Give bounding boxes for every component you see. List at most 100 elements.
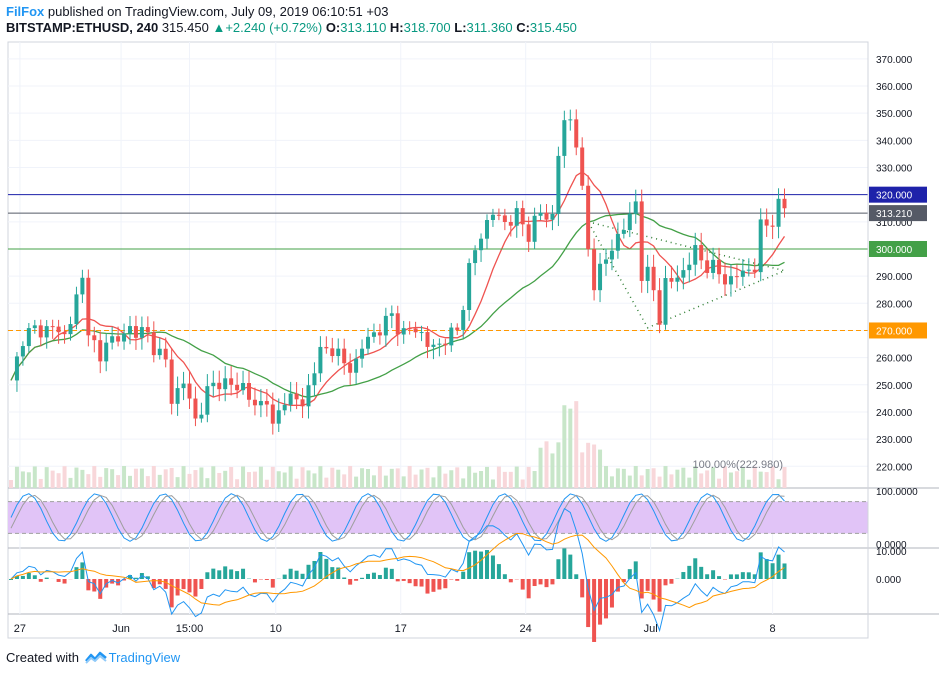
price-change: +2.240 (+0.72%) [225, 20, 323, 35]
volume-bar [675, 469, 680, 488]
candle-body [407, 328, 412, 330]
candle-body [717, 259, 722, 275]
candle-body [562, 120, 567, 156]
ma-fast-line [10, 171, 786, 407]
candle-body [544, 212, 549, 220]
footer: Created with TradingView [6, 650, 180, 665]
volume-bar [574, 401, 579, 488]
price-tick-label: 220.000 [876, 462, 913, 473]
candle-body [50, 326, 55, 328]
volume-bar [621, 468, 626, 488]
candle-body [621, 230, 626, 234]
volume-bar [199, 467, 204, 488]
volume-bar [294, 478, 299, 488]
support-green-tag-label: 300.000 [876, 245, 913, 256]
time-axis[interactable]: 27 Jun 15:00 10 17 24 Jul 8 [14, 623, 776, 635]
macd-hist-bar [740, 572, 745, 579]
interval[interactable]: 240 [136, 20, 159, 35]
resistance-tag [869, 186, 927, 203]
macd-hist-bar [490, 555, 495, 579]
volume-bar [383, 475, 388, 488]
macd-hist-bar [782, 563, 787, 579]
volume-bar [116, 475, 121, 488]
volume-bar [401, 476, 406, 488]
candle-body [479, 238, 484, 251]
macd-hist-bar [324, 558, 329, 579]
candle-body [175, 388, 180, 404]
volume-bar [211, 466, 216, 488]
macd-hist-bar [574, 574, 579, 579]
price-axis[interactable]: 370.000 360.000 350.000 340.000 330.000 320.0… [867, 42, 927, 638]
candle-body [288, 393, 293, 405]
volume-bar [181, 466, 186, 488]
volume-bar [187, 473, 192, 488]
support-orange-tag [869, 322, 927, 339]
volume-bar [223, 470, 228, 488]
candle-body [639, 201, 644, 281]
macd-hist-bar [80, 562, 85, 579]
candle-body [14, 356, 19, 381]
macd-hist-bar [419, 579, 424, 587]
volume-bar [377, 466, 382, 488]
macd-hist-bar [252, 579, 257, 583]
candle-body [306, 385, 311, 407]
support-orange-tag-label: 270.000 [876, 326, 913, 337]
candle-body [752, 269, 757, 273]
candle-body [711, 259, 716, 273]
volume-bar [479, 471, 484, 488]
candle-body [627, 213, 632, 231]
candle-body [229, 378, 234, 385]
candle-body [300, 399, 305, 407]
tradingview-brand[interactable]: TradingView [108, 650, 181, 665]
macd-hist-bar [485, 550, 489, 579]
candle-body [419, 332, 424, 334]
macd-hist-bar [360, 577, 365, 579]
macd-hist-bar [544, 579, 549, 588]
macd-hist-bar [401, 579, 406, 581]
macd-hist-bar [508, 579, 513, 583]
volume-bar [282, 472, 287, 488]
candle-body [532, 215, 537, 242]
volume-bar [443, 473, 448, 488]
candle-body [258, 401, 263, 406]
candle-body [609, 250, 614, 260]
macd-hist-bar [645, 579, 650, 591]
candle-body [574, 119, 579, 148]
volume-bar [461, 478, 466, 488]
macd-hist-bar [145, 576, 150, 579]
volume-bar [604, 466, 608, 488]
candle-body [74, 294, 79, 325]
macd-hist-bar [758, 552, 763, 579]
volume-bar [229, 467, 234, 488]
volume-bar [205, 478, 210, 488]
support-green-tag [869, 240, 927, 257]
candle-body [776, 198, 781, 227]
symbol-name[interactable]: BITSTAMP:ETHUSD [6, 20, 130, 35]
candle-body [693, 245, 698, 265]
candle-body [604, 259, 608, 264]
volume-bar [306, 470, 311, 488]
macd-hist-bar [556, 559, 561, 579]
volume-bar [556, 442, 561, 488]
time-tick-label: 27 [14, 623, 26, 635]
macd-hist-bar [354, 579, 359, 581]
candle-body [324, 346, 329, 349]
macd-hist-bar [270, 579, 275, 588]
candle-body [467, 263, 472, 311]
macd-hist-bar [294, 570, 299, 579]
volume-bar [270, 466, 275, 488]
volume-bar [663, 466, 668, 488]
macd-hist-bar [395, 579, 400, 582]
macd-hist-bar [56, 579, 61, 582]
macd-hist-bar [705, 574, 710, 579]
candle-body [32, 325, 37, 329]
macd-hist-bar [389, 568, 394, 579]
macd-hist-bar [449, 579, 454, 580]
candle-body [508, 221, 513, 226]
macd-hist-bar [580, 579, 585, 598]
rsi-band [8, 501, 868, 534]
publisher-name[interactable]: FilFox [6, 4, 45, 19]
macd-hist-bar [187, 579, 192, 593]
macd-hist-bar [711, 570, 716, 579]
